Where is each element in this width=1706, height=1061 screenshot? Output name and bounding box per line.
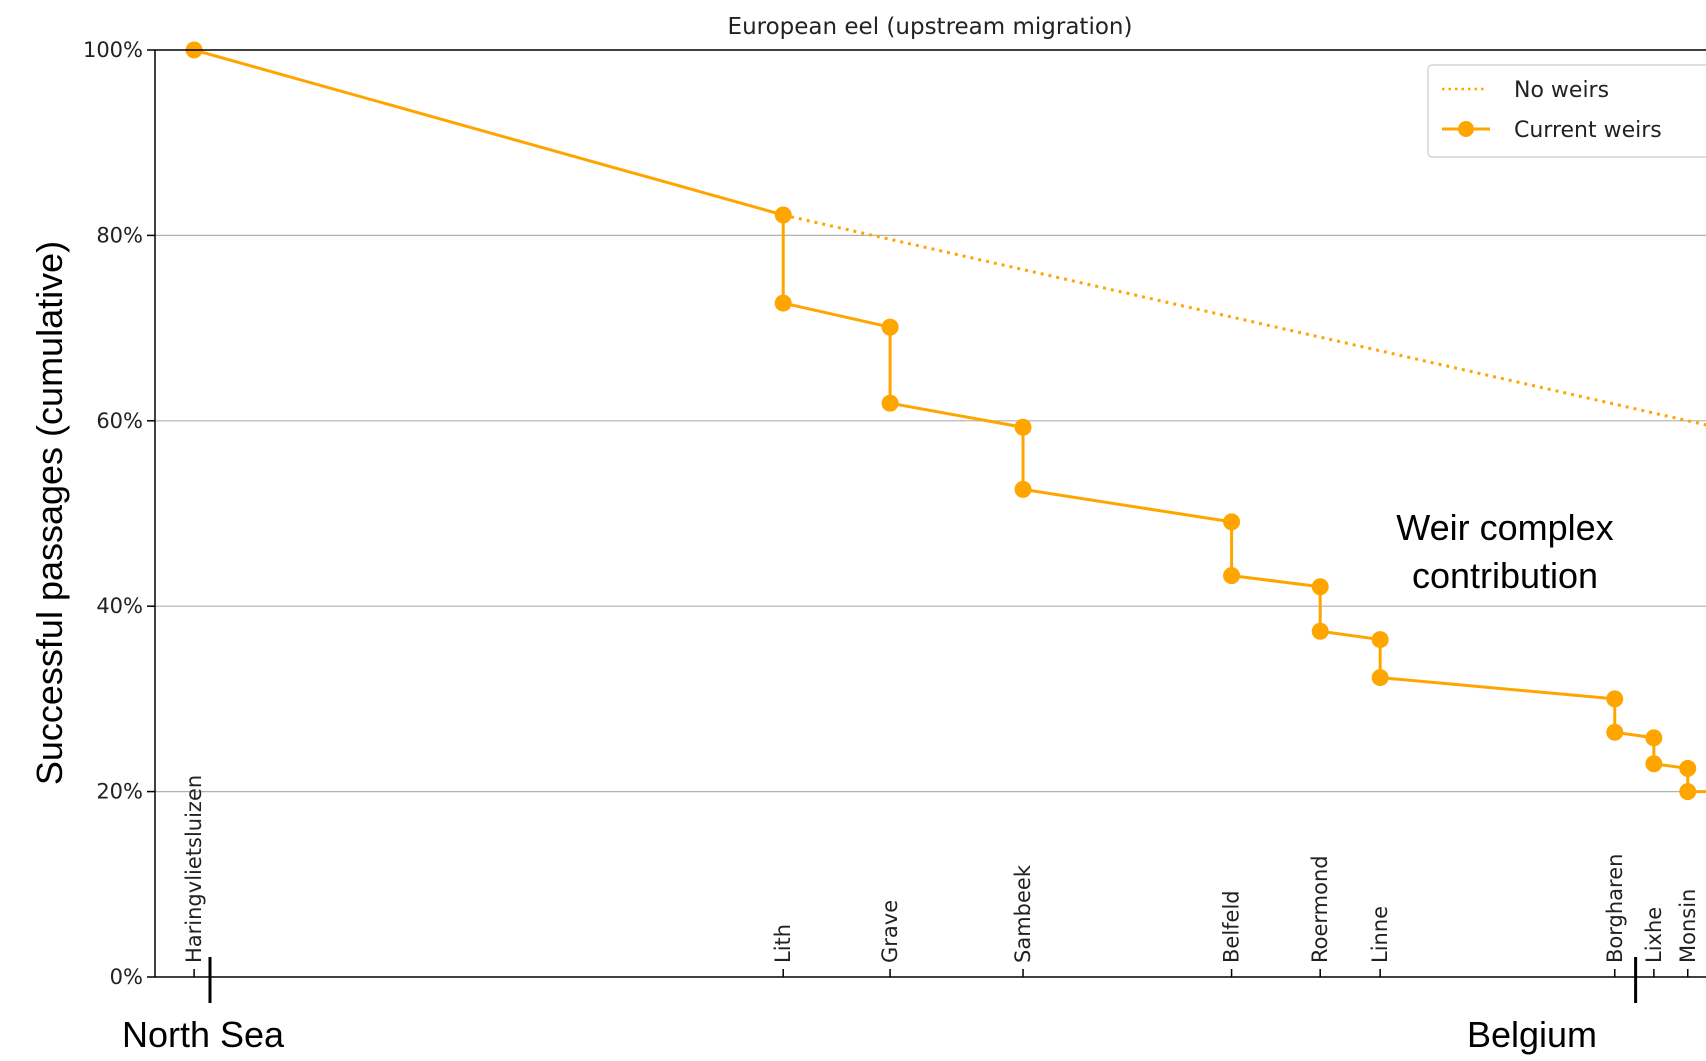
weir-label: Linne (1368, 906, 1392, 963)
data-point (1014, 480, 1032, 498)
data-point (881, 394, 899, 412)
legend-no-weirs-label: No weirs (1514, 78, 1609, 103)
legend-box (1427, 64, 1706, 158)
series-line-no-weirs (782, 213, 1706, 427)
weir-label: Belfeld (1220, 890, 1244, 963)
belgium-label: Belgium (1467, 1014, 1597, 1055)
legend-current-weirs-marker (1458, 121, 1474, 137)
contribution-label-line1: Weir complex (1396, 507, 1613, 548)
weir-label: Monsin (1676, 889, 1700, 963)
legend: No weirs Current weirs (1427, 64, 1706, 158)
weir-ticks: Haringvlietsluizen Lith Grave Sambeek Belfel… (182, 775, 1700, 977)
y-tick-label: 100% (83, 38, 143, 62)
series (185, 41, 1706, 801)
weir-label: Lith (771, 924, 795, 963)
data-point (1645, 729, 1663, 747)
data-point (1371, 669, 1389, 687)
data-point (881, 318, 899, 336)
y-axis-label: Successful passages (cumulative) (29, 241, 70, 785)
chart-title: European eel (upstream migration) (728, 14, 1133, 40)
north-sea-label: North Sea (122, 1014, 285, 1055)
axes (154, 49, 1706, 978)
weir-label: Lixhe (1642, 907, 1666, 963)
data-point (1679, 759, 1697, 777)
data-point (1223, 567, 1241, 585)
data-point (1371, 631, 1389, 649)
y-tick-label: 20% (96, 780, 143, 804)
y-ticks: 0% 20% 40% 60% 80% 100% (83, 38, 155, 989)
weir-label: Haringvlietsluizen (182, 775, 206, 963)
legend-current-weirs-label: Current weirs (1514, 118, 1662, 143)
y-tick-label: 60% (96, 409, 143, 433)
data-point (774, 294, 792, 312)
weir-label: Borgharen (1603, 854, 1627, 963)
weir-label: Roermond (1308, 855, 1332, 963)
data-point (1606, 723, 1624, 741)
data-point (1223, 513, 1241, 531)
y-tick-label: 0% (110, 965, 143, 989)
data-point (1311, 578, 1329, 596)
weir-label: Sambeek (1011, 864, 1035, 963)
data-point (1645, 755, 1663, 773)
data-point (1014, 418, 1032, 436)
data-point (1311, 622, 1329, 640)
weir-label: Grave (878, 900, 902, 963)
contribution-label-line2: contribution (1412, 555, 1598, 596)
gridlines (155, 234, 1706, 793)
annotations: Weir complex contribution North Sea Belgium (122, 507, 1638, 1055)
y-tick-label: 40% (96, 594, 143, 618)
y-tick-label: 80% (96, 223, 143, 247)
data-point (774, 206, 792, 224)
data-point (1679, 783, 1697, 801)
data-point (1606, 690, 1624, 708)
